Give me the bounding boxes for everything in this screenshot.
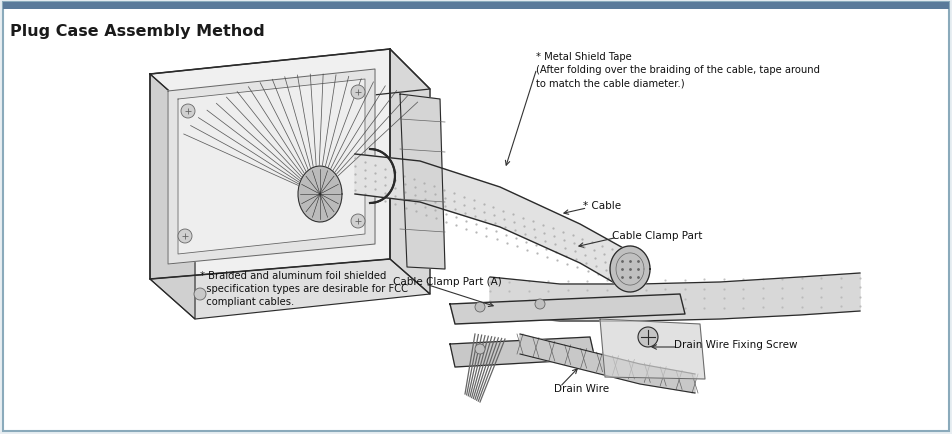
Text: Drain Wire: Drain Wire — [554, 383, 609, 393]
Polygon shape — [150, 50, 430, 115]
Polygon shape — [610, 247, 650, 293]
Circle shape — [475, 344, 485, 354]
Circle shape — [638, 327, 658, 347]
Text: Drain Wire Fixing Screw: Drain Wire Fixing Screw — [674, 339, 798, 349]
Polygon shape — [150, 75, 195, 319]
Polygon shape — [168, 70, 375, 264]
Polygon shape — [178, 80, 365, 254]
Text: * Metal Shield Tape
(After folding over the braiding of the cable, tape around
t: * Metal Shield Tape (After folding over … — [536, 52, 820, 89]
Polygon shape — [450, 294, 685, 324]
Circle shape — [194, 288, 206, 300]
Polygon shape — [150, 50, 390, 279]
Polygon shape — [298, 167, 342, 223]
Text: Plug Case Assembly Method: Plug Case Assembly Method — [10, 24, 265, 39]
Circle shape — [535, 299, 545, 309]
Circle shape — [178, 230, 192, 243]
Circle shape — [351, 214, 365, 228]
Polygon shape — [600, 319, 705, 379]
FancyBboxPatch shape — [3, 3, 949, 10]
Polygon shape — [390, 50, 430, 294]
FancyBboxPatch shape — [3, 3, 949, 431]
Polygon shape — [355, 155, 625, 289]
Circle shape — [351, 86, 365, 100]
Text: Cable Clamp Part: Cable Clamp Part — [612, 231, 703, 241]
Polygon shape — [490, 273, 860, 321]
Circle shape — [475, 302, 485, 312]
Text: Cable Clamp Part (A): Cable Clamp Part (A) — [393, 276, 502, 286]
Polygon shape — [150, 260, 430, 319]
Polygon shape — [400, 95, 445, 270]
Text: * Cable: * Cable — [583, 201, 621, 211]
Text: * Braided and aluminum foil shielded
  specification types are desirable for FCC: * Braided and aluminum foil shielded spe… — [200, 270, 407, 306]
Polygon shape — [450, 337, 595, 367]
Circle shape — [181, 105, 195, 119]
Polygon shape — [520, 334, 695, 393]
